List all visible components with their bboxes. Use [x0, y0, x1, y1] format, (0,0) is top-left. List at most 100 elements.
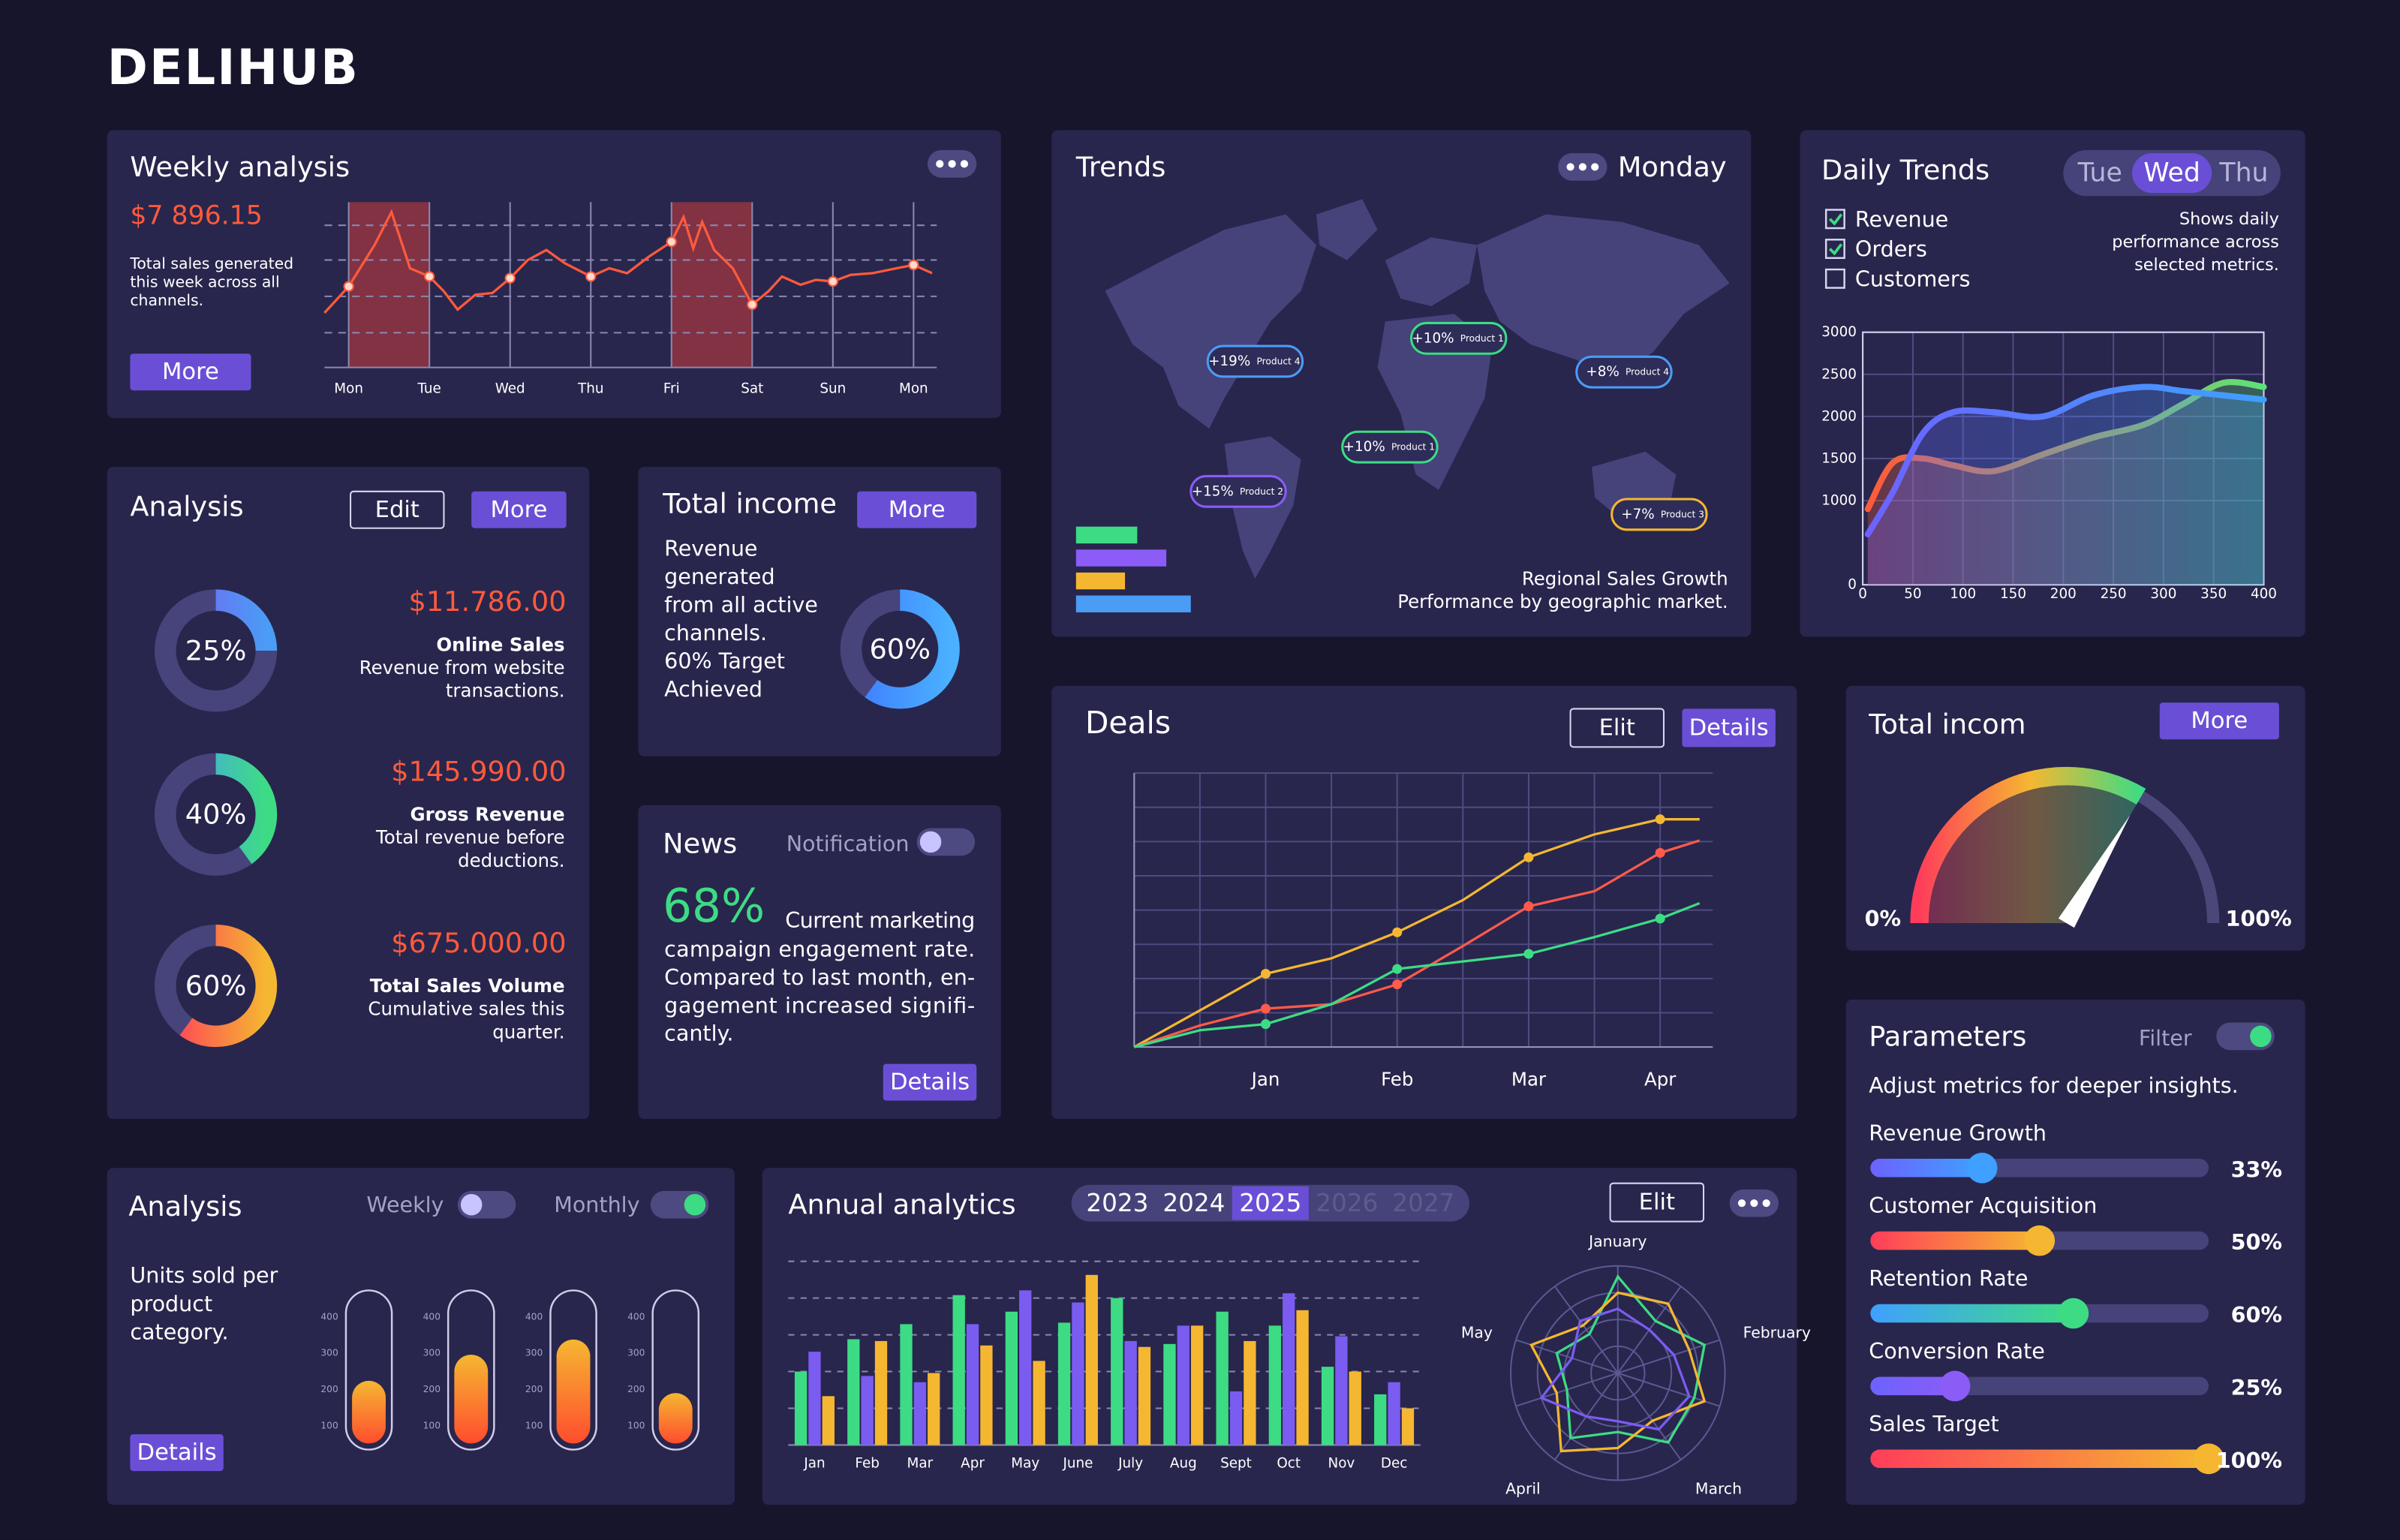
x-tick-label: Thu — [577, 381, 603, 397]
gauge-needle — [2058, 815, 2131, 928]
button[interactable] — [1609, 1182, 1705, 1223]
button[interactable] — [471, 491, 567, 528]
button[interactable] — [1569, 708, 1665, 748]
news-text: Current marketing — [785, 907, 975, 933]
button-label[interactable]: Details — [1689, 714, 1769, 741]
slider-label: Sales Target — [1869, 1411, 1998, 1436]
day-option[interactable]: Tue — [2077, 158, 2122, 188]
toggle-knob[interactable] — [684, 1193, 706, 1216]
year-selected[interactable] — [1232, 1186, 1309, 1220]
y-tick-label: 200 — [423, 1384, 441, 1394]
y-tick-label: 2000 — [1821, 408, 1857, 424]
map-tag[interactable] — [1206, 344, 1304, 378]
button-label[interactable]: More — [162, 359, 219, 385]
button[interactable] — [857, 491, 977, 528]
button[interactable] — [1682, 708, 1776, 747]
button-label[interactable]: More — [2191, 708, 2248, 734]
toggle-knob[interactable] — [2250, 1025, 2272, 1048]
radar-line — [1555, 1274, 1707, 1444]
point — [1260, 968, 1271, 979]
bar — [1163, 1343, 1176, 1445]
button-label[interactable]: Elit — [1599, 714, 1635, 741]
day-selected[interactable] — [2132, 153, 2212, 194]
bar — [1388, 1382, 1400, 1445]
x-tick-label: Dec — [1381, 1455, 1408, 1471]
description: from all active — [664, 591, 818, 617]
x-tick-label: Mon — [899, 381, 928, 397]
more-menu[interactable] — [1558, 153, 1608, 181]
item-name: Gross Revenue — [411, 804, 565, 826]
toggle-knob[interactable] — [460, 1193, 483, 1216]
button[interactable] — [130, 1434, 224, 1472]
day-option[interactable]: Thu — [2218, 158, 2268, 188]
checkbox[interactable] — [1824, 239, 1845, 259]
y-tick-label: 300 — [525, 1348, 543, 1358]
day-option[interactable]: Wed — [2143, 158, 2200, 188]
toggle-knob[interactable] — [919, 831, 942, 853]
item-name: Total Sales Volume — [370, 975, 565, 997]
metric-label[interactable]: Customers — [1855, 266, 1971, 291]
panel-title: Total income — [662, 488, 837, 520]
more-menu[interactable] — [1729, 1189, 1779, 1217]
tag-product: Product 4 — [1626, 367, 1669, 377]
checkbox[interactable] — [1824, 268, 1845, 289]
more-menu[interactable] — [927, 149, 977, 178]
year-option[interactable]: 2025 — [1239, 1189, 1301, 1217]
tube — [344, 1289, 393, 1451]
map-tag[interactable] — [1341, 430, 1439, 464]
donut-arc — [154, 924, 278, 1048]
button[interactable] — [2159, 702, 2279, 740]
bar — [1268, 1325, 1282, 1445]
day-label: Monday — [1618, 151, 1727, 183]
year-option[interactable]: 2023 — [1086, 1189, 1148, 1217]
y-tick-label: 200 — [627, 1384, 645, 1394]
button-label[interactable]: Edit — [375, 497, 420, 523]
bar — [1349, 1371, 1361, 1445]
panel-title: Deals — [1085, 705, 1171, 741]
bar — [847, 1339, 860, 1445]
y-tick-label: 0 — [1848, 577, 1857, 593]
bar — [874, 1340, 888, 1445]
map-tag[interactable] — [1575, 355, 1673, 389]
check-mark[interactable] — [1828, 243, 1843, 256]
year-option: 2027 — [1392, 1189, 1454, 1217]
button[interactable] — [350, 490, 445, 529]
button-label[interactable]: More — [889, 497, 946, 523]
description: Revenue — [664, 535, 757, 561]
check-mark[interactable] — [1828, 213, 1843, 226]
slider-knob[interactable] — [1966, 1152, 1998, 1184]
point — [343, 281, 354, 292]
bar — [1283, 1293, 1295, 1445]
slider-knob[interactable] — [2193, 1443, 2224, 1475]
map-tag[interactable] — [1611, 498, 1708, 531]
bar — [352, 1380, 386, 1444]
x-tick-label: Sat — [741, 381, 763, 397]
slider-value: 50% — [2231, 1229, 2282, 1255]
checkbox[interactable] — [1824, 209, 1845, 230]
map-tag[interactable] — [1409, 321, 1508, 355]
year-option[interactable]: 2024 — [1162, 1189, 1225, 1217]
point — [1523, 949, 1534, 959]
slider-value: 25% — [2231, 1375, 2282, 1400]
button-label[interactable]: More — [490, 497, 547, 523]
x-tick-label: Mar — [1511, 1068, 1547, 1090]
y-tick-label: 400 — [423, 1311, 441, 1322]
button[interactable] — [130, 353, 251, 391]
slider-knob[interactable] — [2058, 1298, 2089, 1329]
tag-change: +15% — [1192, 483, 1234, 499]
spoke — [1617, 1372, 1682, 1460]
point — [1655, 847, 1665, 858]
year-option: 2026 — [1316, 1189, 1378, 1217]
button-label[interactable]: Details — [137, 1439, 217, 1466]
slider-knob[interactable] — [1939, 1370, 1971, 1402]
metric-label[interactable]: Orders — [1855, 236, 1927, 262]
tube — [447, 1289, 495, 1451]
slider-knob[interactable] — [2024, 1225, 2056, 1256]
metric-label[interactable]: Revenue — [1855, 206, 1948, 232]
button-label[interactable]: Elit — [1639, 1190, 1675, 1216]
panel — [638, 467, 1001, 756]
point — [827, 275, 838, 287]
map-tag[interactable] — [1189, 474, 1287, 508]
button-label[interactable]: Details — [890, 1069, 970, 1096]
button[interactable] — [883, 1063, 977, 1101]
